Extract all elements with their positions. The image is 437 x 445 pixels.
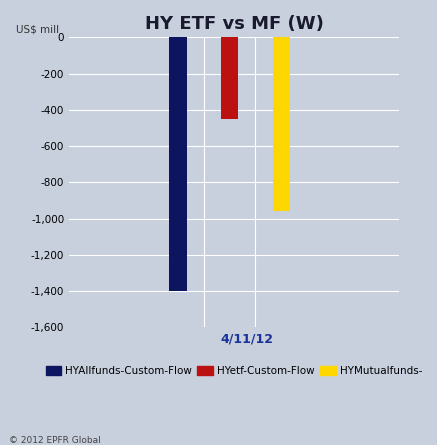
Text: US$ mill: US$ mill <box>17 24 59 34</box>
Title: HY ETF vs MF (W): HY ETF vs MF (W) <box>145 15 323 33</box>
Bar <box>221 37 238 119</box>
Legend: HYAllfunds-Custom-Flow, HYetf-Custom-Flow, HYMutualfunds-: HYAllfunds-Custom-Flow, HYetf-Custom-Flo… <box>42 362 427 380</box>
Bar <box>170 37 187 291</box>
Bar <box>273 37 290 211</box>
Text: © 2012 EPFR Global: © 2012 EPFR Global <box>9 436 101 445</box>
